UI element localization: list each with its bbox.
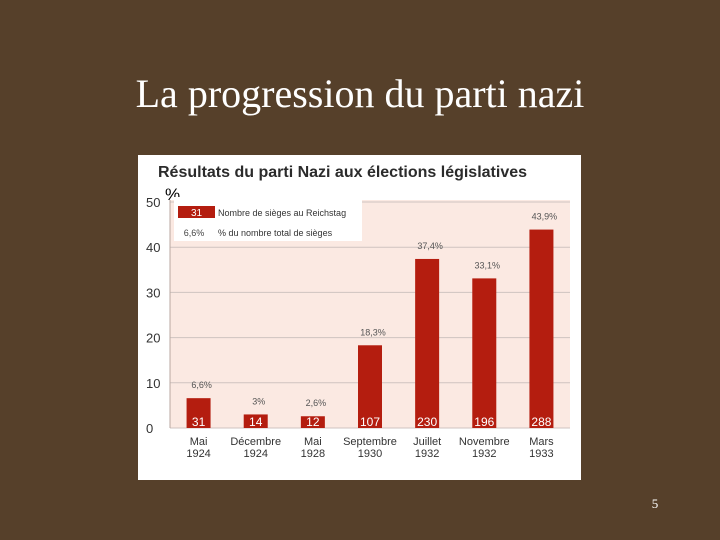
y-tick-label: 30 <box>146 285 160 300</box>
y-tick-label: 20 <box>146 331 160 346</box>
bar-seat-label: 107 <box>360 415 380 429</box>
x-category-label: Novembre <box>459 436 510 448</box>
bar <box>529 229 554 428</box>
x-category-label: Mai <box>190 436 208 448</box>
legend-percent-text: % du nombre total de sièges <box>218 228 333 238</box>
x-category-label: Juillet <box>413 436 441 448</box>
bar-seat-label: 196 <box>474 415 494 429</box>
bar-percent-label: 33,1% <box>475 260 501 270</box>
bar-percent-label: 3% <box>252 396 265 406</box>
bar-chart: Résultats du parti Nazi aux élections lé… <box>146 164 570 460</box>
x-category-label: Septembre <box>343 436 397 448</box>
legend: 31 Nombre de sièges au Reichstag 6,6% % … <box>174 197 362 241</box>
bar-seat-label: 31 <box>192 415 206 429</box>
bar-percent-label: 43,9% <box>532 212 558 222</box>
y-tick-label: 0 <box>146 421 153 436</box>
x-category-label: Mai <box>304 436 322 448</box>
x-category-label: 1932 <box>472 448 496 460</box>
legend-swatch <box>178 206 215 218</box>
legend-percent-sample: 6,6% <box>184 228 205 238</box>
x-category-label: 1932 <box>415 448 439 460</box>
x-category-label: 1924 <box>243 448 267 460</box>
chart-panel: Résultats du parti Nazi aux élections lé… <box>138 155 581 480</box>
slide-number: 5 <box>651 496 659 511</box>
slide-title: La progression du parti nazi <box>135 71 585 116</box>
bar-percent-label: 6,6% <box>191 380 212 390</box>
bar-percent-label: 2,6% <box>306 398 327 408</box>
y-tick-label: 10 <box>146 376 160 391</box>
bar-seat-label: 14 <box>249 415 263 429</box>
x-category-label: Mars <box>529 436 554 448</box>
y-tick-label: 40 <box>146 240 160 255</box>
bar-seat-label: 12 <box>306 415 320 429</box>
chart-title: Résultats du parti Nazi aux élections lé… <box>158 164 527 181</box>
bar <box>358 345 382 428</box>
bar <box>415 258 440 428</box>
bar <box>186 398 211 428</box>
legend-background <box>174 197 362 241</box>
bar-percent-label: 37,4% <box>417 241 443 251</box>
legend-seats-sample: 31 <box>191 208 203 219</box>
bar <box>243 414 268 428</box>
bar-percent-label: 18,3% <box>360 327 386 337</box>
x-category-label: 1930 <box>358 448 382 460</box>
bar-seat-label: 288 <box>531 415 551 429</box>
x-category-label: 1933 <box>529 448 553 460</box>
x-category-label: 1924 <box>186 448 210 460</box>
x-category-label: Décembre <box>230 436 281 448</box>
bars: 6,6%31Mai19243%14Décembre19242,6%12Mai19… <box>186 212 557 460</box>
bar <box>472 278 497 428</box>
x-category-label: 1928 <box>301 448 325 460</box>
legend-seats-text: Nombre de sièges au Reichstag <box>218 208 346 218</box>
y-axis-ticks: 0 10 20 30 40 50 <box>146 195 160 436</box>
bar <box>300 416 325 428</box>
y-tick-label: 50 <box>146 195 160 210</box>
bar-seat-label: 230 <box>417 415 437 429</box>
